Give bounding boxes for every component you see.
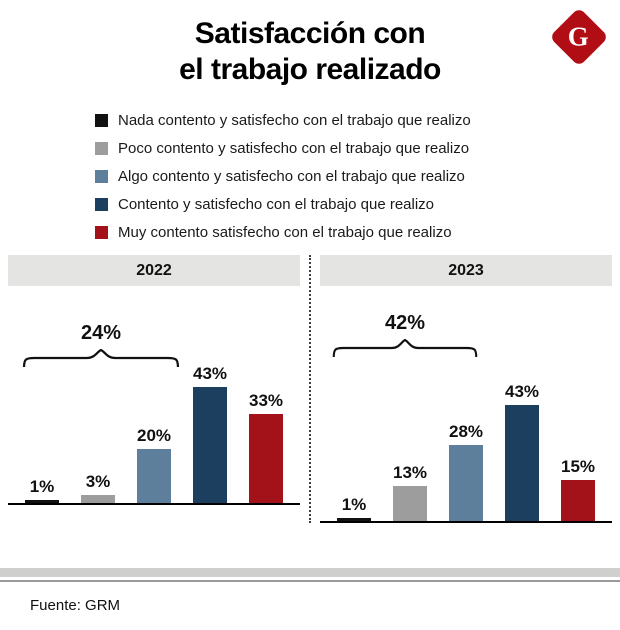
bar — [137, 449, 171, 503]
bar-column: 1% — [14, 477, 70, 503]
bar-column: 43% — [494, 382, 550, 521]
bar — [505, 405, 539, 521]
legend: Nada contento y satisfecho con el trabaj… — [95, 112, 620, 241]
bar-value-label: 3% — [85, 472, 111, 491]
panel-2022: 2022 24% 1% 3% 20% 43% 33% — [8, 255, 300, 505]
legend-item: Muy contento satisfecho con el trabajo q… — [95, 224, 620, 241]
bar-column: 13% — [382, 463, 438, 521]
legend-swatch — [95, 226, 108, 239]
bar-value-label: 33% — [248, 391, 284, 410]
bracket-shape — [332, 339, 478, 358]
panel-bars-1: 1% 13% 28% 43% 15% — [320, 382, 612, 521]
legend-swatch — [95, 198, 108, 211]
footer-rule-thin — [0, 580, 620, 582]
bar-column: 33% — [238, 391, 294, 503]
header: Satisfacción con el trabajo realizado G — [0, 0, 620, 88]
bar-value-label: 43% — [504, 382, 540, 401]
panel-2023: 2023 42% 1% 13% 28% 43% 15% — [320, 255, 612, 523]
bar-value-label: 43% — [192, 364, 228, 383]
bar — [193, 387, 227, 503]
legend-label: Contento y satisfecho con el trabajo que… — [118, 196, 435, 213]
legend-label: Poco contento y satisfecho con el trabaj… — [118, 140, 470, 157]
legend-label: Algo contento y satisfecho con el trabaj… — [118, 168, 465, 185]
bracket-2022: 24% — [20, 322, 182, 369]
bar-column: 28% — [438, 422, 494, 521]
bracket-2023-label: 42% — [384, 312, 426, 334]
bar-value-label: 28% — [448, 422, 484, 441]
legend-item: Algo contento y satisfecho con el trabaj… — [95, 168, 620, 185]
bracket-2022-label: 24% — [80, 322, 122, 344]
legend-label: Nada contento y satisfecho con el trabaj… — [118, 112, 471, 129]
bar-column: 43% — [182, 364, 238, 503]
bar-column: 3% — [70, 472, 126, 503]
panel-2022-chart: 24% 1% 3% 20% 43% 33% — [8, 286, 300, 505]
bar-value-label: 13% — [392, 463, 428, 482]
legend-item: Nada contento y satisfecho con el trabaj… — [95, 112, 620, 129]
bar — [337, 518, 371, 521]
title-line-2: el trabajo realizado — [179, 53, 441, 86]
bar-column: 1% — [326, 495, 382, 521]
panel-2023-header: 2023 — [320, 255, 612, 286]
legend-swatch — [95, 114, 108, 127]
footer: Fuente: GRM — [0, 568, 620, 630]
bar — [81, 495, 115, 503]
page-title: Satisfacción con el trabajo realizado — [0, 16, 620, 88]
legend-label: Muy contento satisfecho con el trabajo q… — [118, 224, 452, 241]
panel-2022-header: 2022 — [8, 255, 300, 286]
panel-divider — [309, 255, 311, 523]
bar — [25, 500, 59, 503]
bar-column: 20% — [126, 426, 182, 503]
chart-panels: 2022 24% 1% 3% 20% 43% 33% 2023 42% 1% 13% 28%… — [0, 255, 620, 523]
bracket-2023: 42% — [330, 312, 480, 359]
bar-value-label: 1% — [29, 477, 55, 496]
bar — [561, 480, 595, 521]
bracket-shape — [22, 349, 180, 368]
brand-logo-letter: G — [568, 21, 590, 52]
panel-bars-0: 1% 3% 20% 43% 33% — [8, 364, 300, 503]
source-text: Fuente: GRM — [30, 597, 121, 614]
bar — [249, 414, 283, 503]
legend-swatch — [95, 170, 108, 183]
legend-item: Poco contento y satisfecho con el trabaj… — [95, 140, 620, 157]
footer-rule-thick — [0, 568, 620, 577]
title-line-1: Satisfacción con — [194, 17, 426, 50]
bar-value-label: 1% — [341, 495, 367, 514]
bar-value-label: 15% — [560, 457, 596, 476]
bar — [449, 445, 483, 521]
legend-swatch — [95, 142, 108, 155]
legend-item: Contento y satisfecho con el trabajo que… — [95, 196, 620, 213]
bar-column: 15% — [550, 457, 606, 521]
bar — [393, 486, 427, 521]
panel-2023-chart: 42% 1% 13% 28% 43% 15% — [320, 286, 612, 523]
bar-value-label: 20% — [136, 426, 172, 445]
